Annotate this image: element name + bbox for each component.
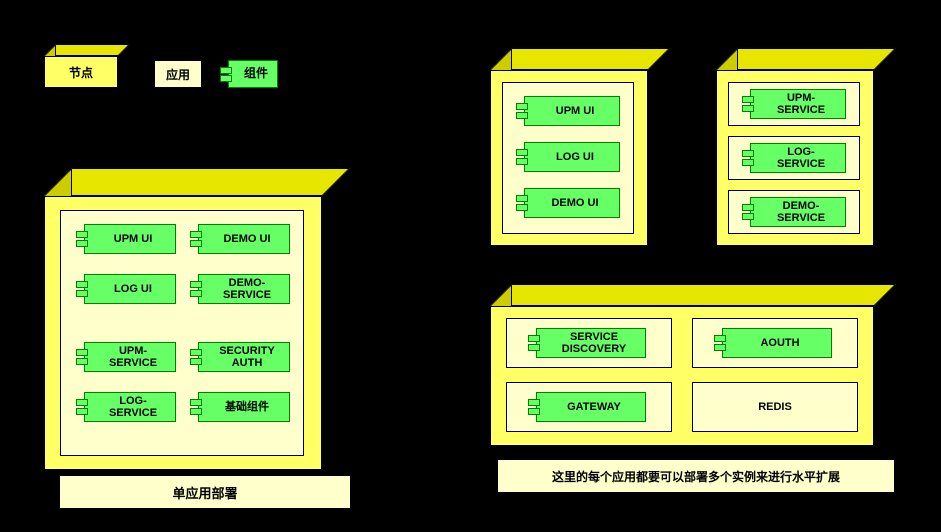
comp-demo-service-2: DEMO-SERVICE bbox=[750, 197, 846, 227]
comp-upm-ui-2: UPM UI bbox=[524, 96, 620, 126]
comp-demo-ui: DEMO UI bbox=[198, 224, 290, 254]
comp-upm-ui: UPM UI bbox=[84, 224, 176, 254]
legend-app-label: 应用 bbox=[166, 66, 190, 83]
comp-log-ui-2: LOG UI bbox=[524, 142, 620, 172]
comp-gateway: GATEWAY bbox=[536, 392, 646, 422]
legend-component: 组件 bbox=[228, 60, 278, 88]
comp-upm-service-2: UPM-SERVICE bbox=[750, 89, 846, 119]
comp-log-ui: LOG UI bbox=[84, 274, 176, 304]
comp-aouth: AOUTH bbox=[722, 328, 832, 358]
legend-app: 应用 bbox=[154, 60, 202, 88]
comp-log-service-2: LOG-SERVICE bbox=[750, 143, 846, 173]
comp-discovery: SERVICEDISCOVERY bbox=[536, 328, 646, 358]
legend-node-label: 节点 bbox=[69, 64, 93, 81]
comp-demo-ui-2: DEMO UI bbox=[524, 188, 620, 218]
comp-demo-service: DEMO-SERVICE bbox=[198, 274, 290, 304]
box-redis: REDIS bbox=[692, 382, 858, 432]
comp-upm-service: UPM-SERVICE bbox=[84, 342, 176, 372]
comp-base: 基础组件 bbox=[198, 392, 290, 422]
single-caption: 单应用部署 bbox=[60, 476, 350, 508]
comp-log-service: LOG-SERVICE bbox=[84, 392, 176, 422]
multi-caption: 这里的每个应用都要可以部署多个实例来进行水平扩展 bbox=[498, 460, 894, 492]
legend-component-label: 组件 bbox=[244, 67, 268, 80]
comp-security-auth: SECURITYAUTH bbox=[198, 342, 290, 372]
